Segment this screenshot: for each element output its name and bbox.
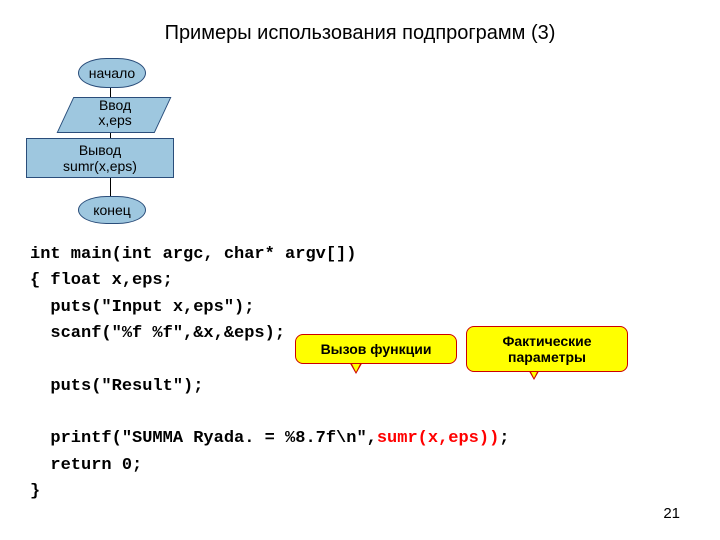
code-line: } <box>30 482 40 501</box>
flow-input-line1: Ввод <box>67 98 163 113</box>
code-line: puts("Result"); <box>30 377 203 396</box>
flow-start-node: начало <box>78 58 146 88</box>
code-line: int main(int argc, char* argv[]) <box>30 245 356 264</box>
flow-input-line2: x,eps <box>67 113 163 128</box>
code-line: { float x,eps; <box>30 271 173 290</box>
flow-end-node: конец <box>78 196 146 224</box>
flow-output-node: Вывод sumr(x,eps) <box>26 138 174 178</box>
flow-connector <box>110 176 111 196</box>
code-line: printf("SUMMA Ryada. = %8.7f\n", <box>30 429 377 448</box>
page-number: 21 <box>663 505 680 522</box>
flow-output-line1: Вывод <box>63 142 137 158</box>
code-line: ; <box>499 429 509 448</box>
slide-title: Примеры использования подпрограмм (3) <box>0 22 720 45</box>
code-line: puts("Input x,eps"); <box>30 298 254 317</box>
flow-end-label: конец <box>93 203 131 218</box>
flow-output-line2: sumr(x,eps) <box>63 158 137 174</box>
code-block: int main(int argc, char* argv[]) { float… <box>30 242 509 505</box>
flow-input-node: Ввод x,eps <box>57 97 172 133</box>
code-line: return 0; <box>30 456 142 475</box>
code-highlight: sumr(x,eps)) <box>377 429 499 448</box>
code-line: scanf("%f %f",&x,&eps); <box>30 324 285 343</box>
flow-start-label: начало <box>89 66 135 81</box>
